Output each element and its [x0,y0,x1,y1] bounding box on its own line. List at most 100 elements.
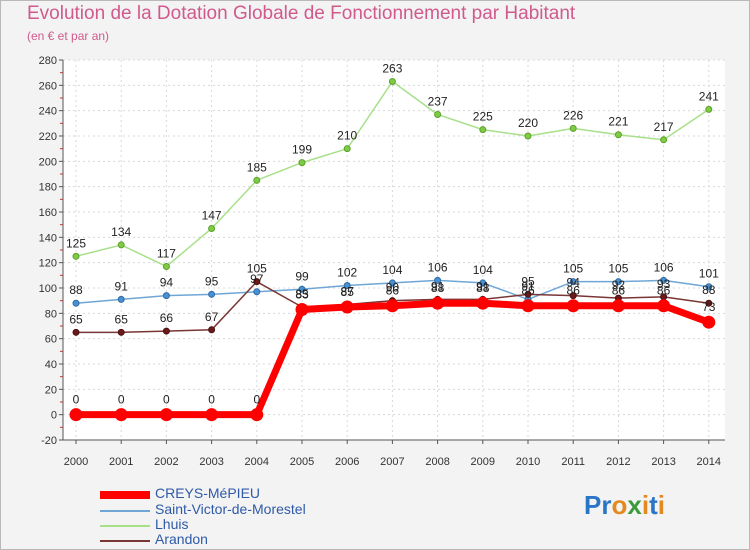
data-label: 0 [73,393,80,407]
data-point [569,278,577,286]
y-tick-label: 160 [39,207,57,219]
data-point [388,279,396,287]
data-label: 106 [654,260,674,274]
legend-swatch [100,540,150,542]
data-label: 94 [567,276,581,290]
data-label: 91 [115,279,129,293]
data-label: 199 [292,143,312,157]
data-point [117,295,125,303]
data-label: 0 [118,393,125,407]
data-label: 105 [608,262,628,276]
data-label: 73 [702,300,716,314]
data-point [705,299,713,307]
data-label: 88 [476,281,490,295]
data-point [117,328,125,336]
data-point [476,296,490,310]
data-point [524,132,532,140]
data-point [114,408,128,422]
data-label: 87 [341,284,355,298]
y-tick-label: 0 [51,410,57,422]
data-point [479,279,487,287]
data-label: 237 [428,94,448,108]
x-tick-label: 2006 [335,456,359,468]
data-label: 88 [69,283,83,297]
data-label: 95 [205,274,219,288]
legend-swatch [100,525,150,527]
data-label: 66 [160,311,174,325]
data-point [431,296,445,310]
data-point [343,281,351,289]
data-label: 0 [208,393,215,407]
data-label: 88 [702,283,716,297]
data-point [521,299,535,313]
data-label: 65 [69,312,83,326]
data-point [479,126,487,134]
x-tick-label: 2007 [380,456,404,468]
x-tick-label: 2001 [109,456,133,468]
data-point [660,276,668,284]
y-tick-label: 240 [39,106,57,118]
y-tick-label: 120 [39,258,57,270]
data-point [162,327,170,335]
data-label: 85 [341,285,355,299]
data-point [298,159,306,167]
data-label: 97 [250,272,264,286]
data-label: 86 [386,284,400,298]
data-point [434,276,442,284]
data-label: 99 [295,269,309,283]
data-label: 210 [337,129,357,143]
data-point [569,292,577,300]
data-point [614,278,622,286]
data-label: 105 [247,262,267,276]
data-label: 93 [657,277,671,291]
data-label: 91 [431,279,445,293]
data-label: 86 [521,284,535,298]
data-label: 104 [473,263,493,277]
data-label: 83 [295,288,309,302]
data-label: 91 [476,279,490,293]
data-point [434,110,442,118]
data-label: 101 [699,267,719,281]
data-label: 221 [608,115,628,129]
data-point [611,299,625,313]
data-point [343,145,351,153]
data-point [162,292,170,300]
data-label: 226 [563,108,583,122]
data-label: 104 [382,263,402,277]
y-tick-label: 80 [45,308,57,320]
y-tick-label: 260 [39,80,57,92]
data-point [72,299,80,307]
x-tick-label: 2002 [154,456,178,468]
x-tick-label: 2003 [199,456,223,468]
chart-title: Evolution de la Dotation Globale de Fonc… [27,3,576,24]
data-point [72,328,80,336]
data-label: 86 [567,284,581,298]
y-tick-label: 100 [39,283,57,295]
data-point [298,285,306,293]
data-point [208,326,216,334]
y-tick-label: 60 [45,334,57,346]
y-tick-label: -20 [41,435,57,447]
data-label: 0 [163,393,170,407]
x-tick-label: 2004 [245,456,269,468]
x-tick-label: 2008 [425,456,449,468]
data-label: 92 [612,278,626,292]
data-point [388,78,396,86]
legend-label: CREYS-MéPIEU [155,485,261,501]
data-point [250,408,264,422]
y-tick-label: 140 [39,232,57,244]
legend-label: Saint-Victor-de-Morestel [155,501,306,517]
data-point [253,288,261,296]
data-label: 217 [654,120,674,134]
x-tick-label: 2009 [471,456,495,468]
data-label: 85 [295,287,309,301]
data-point [295,303,309,317]
data-point [340,300,354,314]
data-label: 225 [473,110,493,124]
data-point [702,315,716,329]
x-tick-label: 2013 [651,456,675,468]
proxiti-logo: Proxiti [584,490,665,520]
data-label: 125 [66,236,86,250]
data-label: 65 [115,312,129,326]
